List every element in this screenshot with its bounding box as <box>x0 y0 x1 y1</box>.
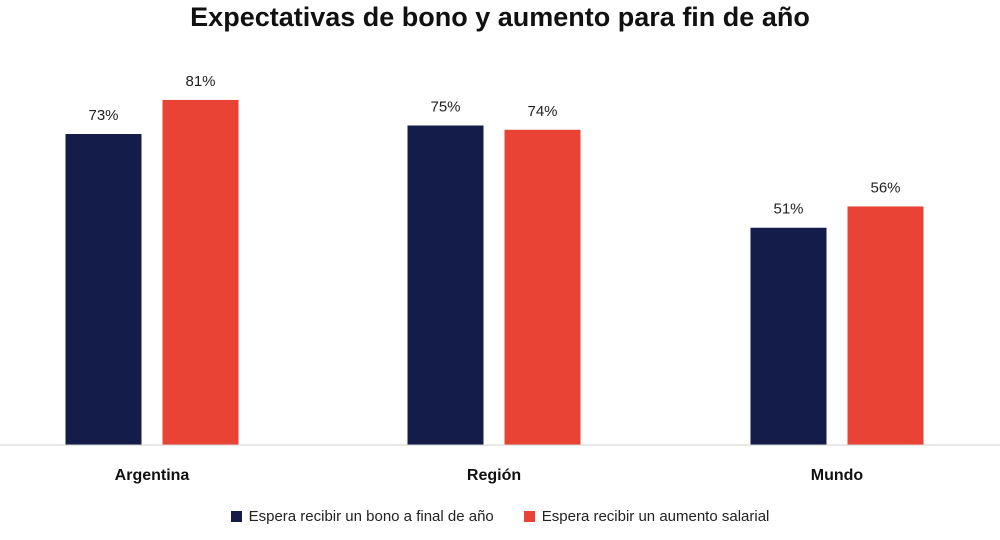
data-label-region-aumento: 74% <box>527 103 557 120</box>
bar-region-aumento <box>504 129 581 445</box>
legend-item-aumento: Espera recibir un aumento salarial <box>523 508 770 525</box>
bar-argentina-aumento <box>162 99 239 445</box>
data-label-region-bono: 75% <box>430 99 460 116</box>
data-label-argentina-bono: 73% <box>88 107 118 124</box>
data-label-argentina-aumento: 81% <box>185 73 215 90</box>
data-label-mundo-bono: 51% <box>773 201 803 218</box>
data-label-mundo-aumento: 56% <box>870 179 900 196</box>
legend-swatch-bono <box>230 511 242 522</box>
legend-label-aumento: Espera recibir un aumento salarial <box>541 508 770 525</box>
bar-mundo-bono <box>750 227 827 445</box>
category-label-argentina: Argentina <box>115 467 190 484</box>
category-label-region: Región <box>467 467 521 484</box>
category-label-mundo: Mundo <box>811 467 864 484</box>
legend-swatch-aumento <box>523 511 535 522</box>
chart-title: Expectativas de bono y aumento para fin … <box>190 2 810 32</box>
bar-region-bono <box>407 125 484 445</box>
bar-argentina-bono <box>65 134 142 445</box>
legend: Espera recibir un bono a final de año Es… <box>0 508 1000 525</box>
legend-item-bono: Espera recibir un bono a final de año <box>230 508 494 525</box>
legend-label-bono: Espera recibir un bono a final de año <box>248 508 494 525</box>
bar-mundo-aumento <box>847 206 924 445</box>
